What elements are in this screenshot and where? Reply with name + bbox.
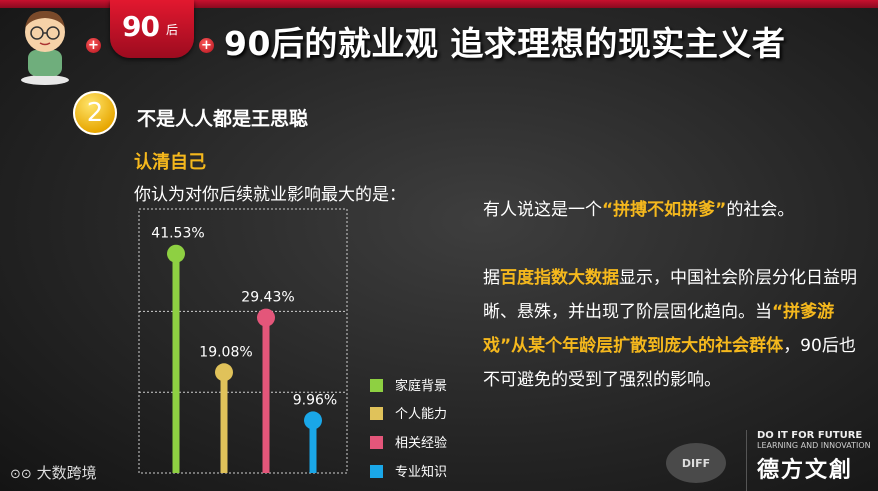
tab-suffix: 后 <box>166 23 179 37</box>
legend-item-4: 专业知识 <box>370 461 448 480</box>
footer-slogan: DO IT FOR FUTURE <box>757 430 863 441</box>
section-title: 不是人人都是王思聪 <box>137 108 309 130</box>
logo-icon: ⊙⊙ <box>10 467 32 482</box>
value-label-2: 19.08% <box>199 344 252 360</box>
lollipop-dot-3 <box>257 308 275 327</box>
plus-icon: + <box>86 38 101 53</box>
legend-item-1: 家庭背景 <box>370 375 448 394</box>
legend-swatch <box>370 436 383 449</box>
legend-label: 专业知识 <box>395 465 448 480</box>
lollipop-dot-4 <box>304 411 322 430</box>
badge-text: DIFF <box>682 457 710 470</box>
legend-swatch <box>370 465 383 478</box>
paragraph-1: 有人说这是一个“拼搏不如拼爹”的社会。 <box>483 200 795 220</box>
right-text-block: 有人说这是一个“拼搏不如拼爹”的社会。 据百度指数大数据显示，中国社会阶层分化日… <box>483 193 861 397</box>
plot-frame <box>138 208 348 474</box>
footer-logo-left: ⊙⊙ 大数跨境 <box>10 462 97 483</box>
legend-label: 家庭背景 <box>395 379 448 394</box>
plus-icon: + <box>199 38 214 53</box>
value-label-4: 9.96% <box>293 392 337 408</box>
legend-swatch <box>370 407 383 420</box>
cartoon-avatar <box>21 10 69 85</box>
paragraph-2: 据百度指数大数据显示，中国社会阶层分化日益明晰、悬殊，并出现了阶层固化趋向。当“… <box>483 268 857 390</box>
survey-question: 你认为对你后续就业影响最大的是： <box>134 185 406 205</box>
footer-logo-text: 大数跨境 <box>36 464 97 482</box>
lollipop-dot-2 <box>215 363 233 382</box>
legend-item-3: 相关经验 <box>370 432 448 451</box>
top-bar <box>0 0 878 8</box>
legend-swatch <box>370 379 383 392</box>
diff-badge-icon: DIFF <box>666 443 726 483</box>
tab-number: 90 <box>122 10 160 43</box>
value-label-3: 29.43% <box>241 290 294 306</box>
legend-label: 相关经验 <box>395 436 448 451</box>
section-subtitle: 认清自己 <box>134 152 206 173</box>
value-label-1: 41.53% <box>151 226 204 242</box>
footer-slogan-sub: LEARNING AND INNOVATION <box>757 441 871 450</box>
footer-logo-right: DO IT FOR FUTURE LEARNING AND INNOVATION… <box>746 430 878 491</box>
page-title: 90后的就业观 追求理想的现实主义者 <box>224 24 786 63</box>
footer-brand: 德方文創 <box>757 458 854 483</box>
legend-item-2: 个人能力 <box>370 403 448 422</box>
legend-label: 个人能力 <box>395 407 448 422</box>
section-number-badge: 2 <box>73 91 117 135</box>
lollipop-dot-1 <box>167 244 185 263</box>
tab-90s: 90 后 <box>110 0 194 58</box>
